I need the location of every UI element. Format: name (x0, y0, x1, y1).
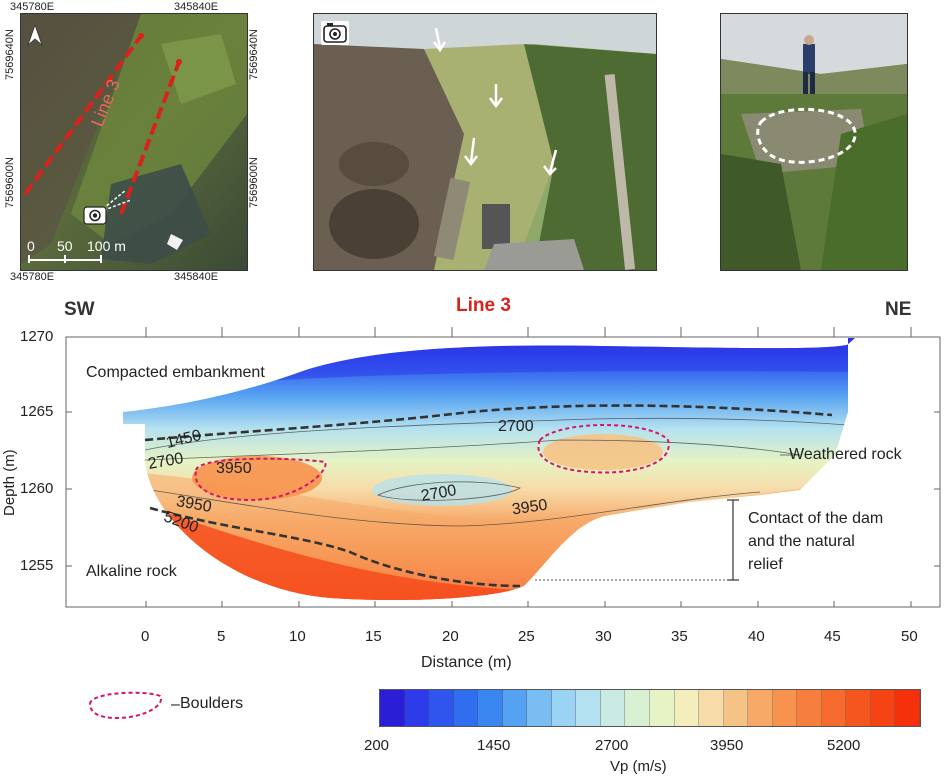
x-tick-10: 10 (289, 628, 306, 645)
colorbar-tick-200: 200 (364, 737, 390, 754)
colorbar-tick-1450: 1450 (477, 737, 511, 754)
boulder-outline-2 (537, 424, 670, 474)
x-tick-5: 5 (217, 628, 226, 645)
aerial-map-photo: Line 3 0 50 100 m (20, 13, 248, 271)
label-weathered-rock: Weathered rock (789, 446, 902, 463)
y-axis-label: Depth (m) (1, 449, 18, 516)
colorbar-swatch (674, 690, 700, 726)
colorbar-swatch (527, 690, 552, 726)
y-tick-1255: 1255 (20, 557, 54, 574)
colorbar-swatch (576, 690, 601, 726)
north-arrow-icon (27, 23, 43, 47)
label-contact-line3: relief (748, 556, 783, 573)
x-tick-40: 40 (748, 628, 765, 645)
colorbar-swatch (625, 690, 651, 726)
map-line-a (23, 34, 143, 196)
site-photo (313, 13, 657, 271)
coord-bottom-right: 345840E (174, 271, 219, 283)
camera-icon (83, 204, 107, 226)
label-contact-line2: and the natural (748, 533, 855, 550)
label-contact-line1: Contact of the dam (748, 510, 884, 527)
boulder-legend-label: Boulders (180, 695, 244, 712)
y-tick-1270: 1270 (20, 328, 54, 345)
colorbar-swatch (502, 690, 528, 726)
colorbar-label: Vp (m/s) (610, 758, 667, 775)
x-tick-20: 20 (442, 628, 459, 645)
boulder-photo (720, 13, 908, 271)
colorbar-swatch (748, 690, 773, 726)
scale-label-0: 0 (27, 238, 35, 254)
colorbar-swatch (699, 690, 724, 726)
colorbar-swatch (723, 690, 749, 726)
boulder-legend-dash: – (171, 696, 180, 713)
colorbar-swatch (797, 690, 822, 726)
section-title: Line 3 (456, 295, 511, 316)
y-tick-1260: 1260 (20, 480, 54, 497)
label-compacted-embankment: Compacted embankment (86, 364, 265, 381)
colorbar-tick-3950: 3950 (710, 737, 744, 754)
colorbar-swatch (551, 690, 577, 726)
boulder-outline-1 (194, 457, 327, 502)
coord-bottom-left: 345780E (10, 271, 55, 283)
colorbar-swatch (478, 690, 503, 726)
boulder-photo-image (721, 14, 907, 270)
x-tick-0: 0 (141, 628, 150, 645)
colorbar-swatch (404, 690, 430, 726)
colorbar-swatch (895, 690, 921, 726)
colorbar-swatch (821, 690, 847, 726)
y-tick-1265: 1265 (20, 403, 54, 420)
boulder-legend-symbol (86, 688, 166, 722)
colorbar-tick-5200: 5200 (827, 737, 861, 754)
camera-icon (320, 20, 350, 46)
colorbar-tick-2700: 2700 (595, 737, 629, 754)
colorbar-swatch (650, 690, 675, 726)
colorbar-swatch (870, 690, 896, 726)
colorbar-swatch (846, 690, 871, 726)
site-photo-image (314, 14, 656, 270)
aerial-map-image (21, 14, 247, 270)
x-tick-15: 15 (365, 628, 382, 645)
coord-top-right: 345840E (174, 1, 219, 13)
contour-label-3950-boulder: 3950 (216, 460, 252, 477)
scale-label-100: 100 m (87, 238, 126, 254)
colorbar-swatch (453, 690, 479, 726)
x-tick-35: 35 (671, 628, 688, 645)
x-tick-25: 25 (518, 628, 535, 645)
map-line-b (119, 61, 181, 215)
x-tick-50: 50 (901, 628, 918, 645)
x-axis-label: Distance (m) (421, 654, 512, 671)
colorbar-swatch (380, 690, 405, 726)
colorbar (379, 689, 921, 727)
contour-label-2700-top: 2700 (498, 418, 534, 435)
embankment-interface-line (144, 404, 833, 442)
colorbar-swatch (600, 690, 626, 726)
direction-sw: SW (64, 299, 95, 320)
x-tick-45: 45 (824, 628, 841, 645)
scale-bar (27, 236, 107, 264)
coord-top-left: 345780E (10, 1, 55, 13)
label-alkaline-rock: Alkaline rock (86, 563, 177, 580)
colorbar-swatch (772, 690, 798, 726)
direction-ne: NE (885, 299, 912, 320)
scale-label-50: 50 (57, 238, 73, 254)
x-tick-30: 30 (595, 628, 612, 645)
colorbar-swatch (429, 690, 454, 726)
bedrock-interface-line (149, 506, 521, 588)
